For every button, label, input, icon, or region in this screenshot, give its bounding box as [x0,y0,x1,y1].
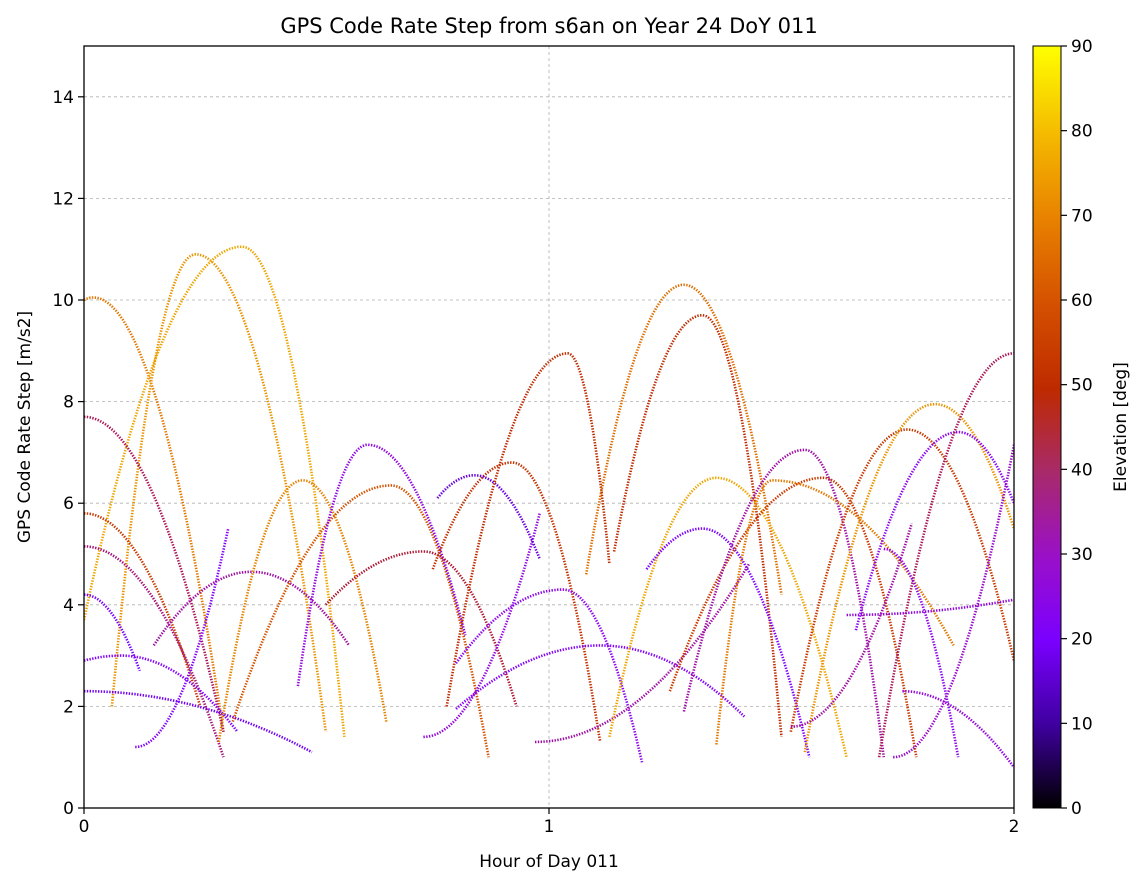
x-tick-label: 2 [1009,817,1020,837]
colorbar-tick-label: 90 [1071,37,1093,57]
y-tick-label: 8 [63,393,74,413]
colorbar-tick-label: 20 [1071,630,1093,650]
satellite-arc [612,313,783,738]
x-tick-label: 1 [544,817,555,837]
satellite-arc [231,484,490,758]
satellite-arc [423,513,541,739]
colorbar-tick-label: 30 [1071,545,1093,565]
colorbar-tick-label: 70 [1071,206,1093,226]
colorbar [1032,45,1062,809]
satellite-arc [877,352,1014,758]
colorbar-label: Elevation [deg] [1111,362,1131,492]
grid-layer [84,46,1014,808]
satellite-arc [84,296,225,732]
x-tick-label: 0 [79,817,90,837]
satellite-arc [893,444,1014,759]
x-axis-label: Hour of Day 011 [479,852,619,872]
satellite-arc [324,550,518,707]
satellite-arc [217,478,388,743]
satellite-arc [110,252,328,732]
satellite-arc [296,443,467,687]
colorbar-tick-label: 80 [1071,122,1093,142]
colorbar-tick-label: 0 [1071,799,1082,819]
data-arcs-layer [84,245,1014,769]
x-axis: 0 1 2 [79,808,1020,837]
satellite-arc [84,689,313,754]
satellite-arc [84,654,239,733]
y-tick-label: 6 [63,494,74,514]
satellite-arc [846,598,1014,617]
satellite-arc [454,588,644,763]
colorbar-tick-label: 60 [1071,291,1093,311]
y-tick-label: 4 [63,596,74,616]
satellite-arc [84,593,142,672]
colorbar-ticks: 0 10 20 30 40 50 60 70 80 90 [1061,37,1093,819]
satellite-arc [455,644,746,718]
satellite-arc [902,689,1014,769]
satellite-arc [803,402,1014,753]
satellite-arc [84,415,225,733]
satellite-arc [431,461,602,743]
chart-title: GPS Code Rate Step from s6an on Year 24 … [280,14,817,38]
satellite-arc [608,476,848,758]
satellite-arc [883,547,960,758]
satellite-arc [789,428,1014,733]
colorbar-tick-label: 10 [1071,714,1093,734]
satellite-arc [436,474,541,560]
y-tick-label: 12 [52,189,74,209]
satellite-arc [135,528,230,749]
y-tick-label: 0 [63,799,74,819]
y-tick-label: 14 [52,88,74,108]
y-axis-label: GPS Code Rate Step [m/s2] [15,311,35,543]
y-axis: 0 2 4 6 8 10 12 14 [52,88,84,819]
satellite-arc [645,527,811,758]
satellite-arc [445,351,611,707]
satellite-arc [790,523,913,728]
y-tick-label: 10 [52,291,74,311]
satellite-arc [84,545,225,758]
colorbar-tick-label: 40 [1071,460,1093,480]
satellite-arc [534,563,751,744]
y-tick-label: 2 [63,697,74,717]
satellite-arc [84,245,346,738]
colorbar-tick-label: 50 [1071,376,1093,396]
satellite-arc [584,283,783,595]
satellite-arc [854,430,1014,631]
satellite-arc [715,478,955,745]
satellite-arc [84,512,202,707]
satellite-arc [152,570,351,647]
